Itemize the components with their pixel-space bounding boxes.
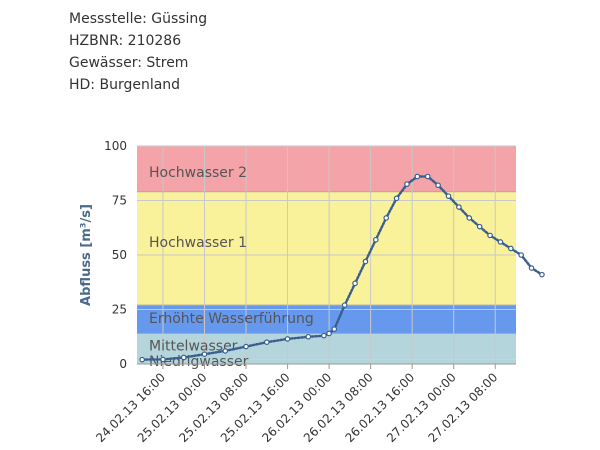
zone-label-erhoehte-wasserfuehrung: Erhöhte Wasserführung [149, 311, 314, 327]
zone-hochwasser-1 [137, 191, 516, 306]
data-point [243, 343, 249, 350]
data-point [456, 204, 462, 210]
zone-niedrigwasser [137, 359, 516, 364]
y-tick-label: 100 [104, 139, 127, 153]
data-point [393, 195, 400, 202]
data-point [341, 302, 348, 308]
zone-label-hochwasser-1: Hochwasser 1 [149, 235, 247, 251]
data-point [222, 348, 229, 354]
zone-label-hochwasser-2: Hochwasser 2 [149, 165, 247, 181]
data-point [305, 333, 312, 340]
hydro-service: HD: Burgenland [69, 77, 181, 93]
discharge-series [139, 173, 545, 363]
data-point [476, 223, 483, 230]
data-point [373, 236, 379, 243]
water-body: Gewässer: Strem [69, 55, 189, 71]
data-point [139, 356, 145, 363]
data-point [497, 239, 504, 245]
data-point [201, 351, 208, 357]
data-point [435, 182, 441, 189]
y-tick-label: 75 [112, 194, 127, 208]
y-tick-label: 25 [112, 303, 127, 317]
data-point [487, 232, 493, 239]
data-point [383, 215, 390, 221]
y-axis-label: Abfluss [m³/s] [79, 204, 94, 306]
zone-label-mittelwasser: Mittelwasser [149, 338, 238, 354]
data-point [263, 339, 270, 346]
data-point [404, 181, 410, 187]
station-name: Messstelle: Güssing [69, 11, 208, 27]
y-tick-label: 50 [112, 248, 127, 262]
data-point [518, 252, 524, 258]
data-point [352, 280, 358, 287]
station-info: Messstelle: Güssing HZBNR: 210286 Gewäss… [69, 8, 207, 96]
data-point [414, 173, 421, 180]
data-point [331, 326, 338, 332]
zone-hochwasser-2 [137, 146, 516, 192]
data-point [326, 330, 332, 337]
data-point [528, 265, 535, 271]
data-point [445, 193, 452, 199]
y-axis: 0 25 50 75 100 [104, 139, 127, 371]
data-point [180, 354, 187, 361]
data-point [424, 173, 431, 180]
data-point [362, 258, 369, 265]
x-tick-label: 24.02.13 16:00 [93, 370, 168, 445]
data-point [321, 332, 327, 339]
data-point [160, 356, 166, 363]
data-point [284, 336, 291, 342]
data-point [539, 271, 545, 278]
data-point [466, 215, 473, 221]
y-tick-label: 0 [119, 357, 127, 371]
station-id: HZBNR: 210286 [69, 33, 182, 49]
data-point [508, 245, 514, 252]
